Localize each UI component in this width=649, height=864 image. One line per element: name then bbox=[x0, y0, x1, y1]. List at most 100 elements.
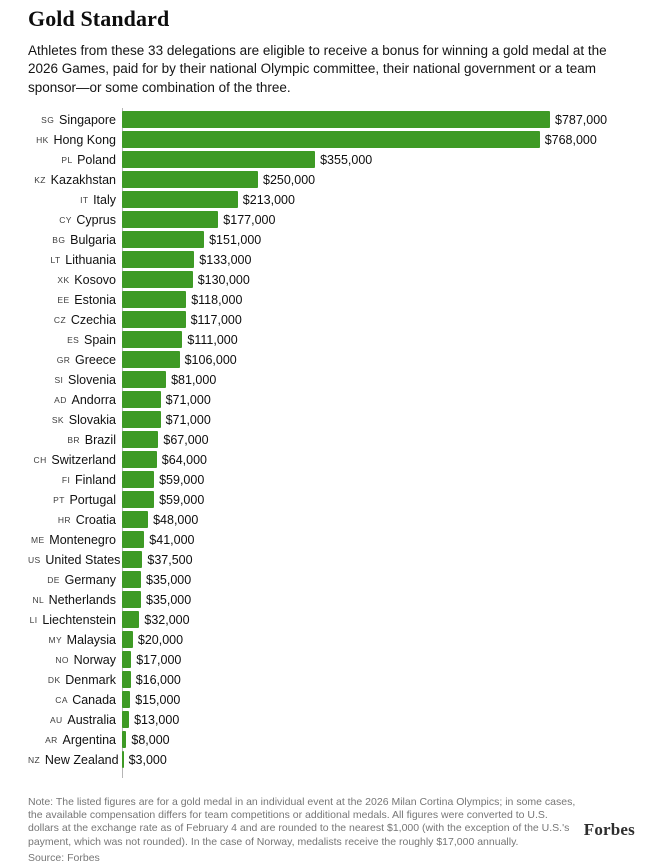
country-code: PT bbox=[53, 494, 68, 505]
country-name: Andorra bbox=[71, 392, 116, 407]
country-name: Spain bbox=[84, 332, 116, 347]
bar-row: HR Croatia $48,000 bbox=[28, 510, 621, 530]
country-name: Czechia bbox=[70, 312, 116, 327]
value-bar[interactable] bbox=[122, 651, 132, 669]
value-bar[interactable] bbox=[122, 571, 141, 589]
value-label: $787,000 bbox=[555, 112, 608, 127]
value-bar[interactable] bbox=[122, 731, 127, 749]
country-name: Kosovo bbox=[74, 272, 116, 287]
country-code: HR bbox=[57, 514, 74, 525]
country-label: MY Malaysia bbox=[28, 633, 122, 647]
value-bar[interactable] bbox=[122, 331, 183, 349]
value-bar[interactable] bbox=[122, 451, 157, 469]
value-bar[interactable] bbox=[122, 211, 219, 229]
country-name: Bulgaria bbox=[70, 232, 116, 247]
bar-row: ME Montenegro $41,000 bbox=[28, 530, 621, 550]
value-bar[interactable] bbox=[122, 191, 238, 209]
value-bar[interactable] bbox=[122, 671, 131, 689]
bar-row: PL Poland $355,000 bbox=[28, 150, 621, 170]
country-label: SI Slovenia bbox=[28, 373, 122, 387]
value-bar[interactable] bbox=[122, 291, 187, 309]
value-bar[interactable] bbox=[122, 591, 141, 609]
country-name: Switzerland bbox=[51, 452, 116, 467]
country-code: EE bbox=[57, 294, 73, 305]
value-bar[interactable] bbox=[122, 471, 155, 489]
country-label: BR Brazil bbox=[28, 433, 122, 447]
value-bar[interactable] bbox=[122, 631, 133, 649]
value-bar[interactable] bbox=[122, 491, 155, 509]
value-bar[interactable] bbox=[122, 511, 149, 529]
country-label: ES Spain bbox=[28, 333, 122, 347]
value-bar[interactable] bbox=[122, 151, 316, 169]
value-bar[interactable] bbox=[122, 551, 143, 569]
value-bar[interactable] bbox=[122, 371, 167, 389]
country-label: AU Australia bbox=[28, 713, 122, 727]
country-label: SG Singapore bbox=[28, 113, 122, 127]
value-label: $130,000 bbox=[197, 272, 250, 287]
value-bar[interactable] bbox=[122, 171, 258, 189]
value-bar[interactable] bbox=[122, 131, 540, 149]
value-label: $35,000 bbox=[146, 592, 192, 607]
value-bar[interactable] bbox=[122, 611, 140, 629]
country-code: KZ bbox=[34, 174, 49, 185]
country-name: Slovakia bbox=[68, 412, 116, 427]
source-credit: Source: Forbes bbox=[28, 851, 100, 864]
value-bar[interactable] bbox=[122, 711, 130, 729]
value-bar[interactable] bbox=[122, 271, 193, 289]
value-label: $8,000 bbox=[131, 732, 170, 747]
value-bar[interactable] bbox=[122, 751, 124, 769]
country-code: CZ bbox=[53, 314, 69, 325]
country-code: XK bbox=[57, 274, 73, 285]
country-label: PL Poland bbox=[28, 153, 122, 167]
country-name: Australia bbox=[67, 712, 116, 727]
value-bar[interactable] bbox=[122, 351, 180, 369]
value-label: $20,000 bbox=[137, 632, 184, 647]
country-code: CY bbox=[59, 214, 75, 225]
bar-row: PT Portugal $59,000 bbox=[28, 490, 621, 510]
bar-row: NO Norway $17,000 bbox=[28, 650, 621, 670]
country-name: Greece bbox=[75, 352, 116, 367]
country-code: NO bbox=[55, 654, 72, 665]
bar-row: FI Finland $59,000 bbox=[28, 470, 621, 490]
value-label: $106,000 bbox=[184, 352, 237, 367]
country-name: Liechtenstein bbox=[42, 612, 116, 627]
country-label: PT Portugal bbox=[28, 493, 122, 507]
country-code: SG bbox=[41, 114, 57, 125]
bar-row: LI Liechtenstein $32,000 bbox=[28, 610, 621, 630]
value-bar[interactable] bbox=[122, 411, 161, 429]
country-name: Singapore bbox=[59, 112, 116, 127]
country-name: Croatia bbox=[75, 512, 116, 527]
value-bar[interactable] bbox=[122, 431, 159, 449]
value-bar[interactable] bbox=[122, 391, 161, 409]
value-bar[interactable] bbox=[122, 231, 205, 249]
bar-row: CY Cyprus $177,000 bbox=[28, 210, 621, 230]
value-label: $13,000 bbox=[134, 712, 180, 727]
value-bar[interactable] bbox=[122, 251, 195, 269]
bar-row: GR Greece $106,000 bbox=[28, 350, 621, 370]
bar-row: XK Kosovo $130,000 bbox=[28, 270, 621, 290]
country-name: Italy bbox=[93, 192, 116, 207]
country-label: IT Italy bbox=[28, 193, 122, 207]
country-name: Argentina bbox=[62, 732, 116, 747]
value-label: $3,000 bbox=[128, 752, 167, 767]
bar-chart: SG Singapore $787,000 HK Hong Kong $768,… bbox=[28, 107, 621, 778]
value-bar[interactable] bbox=[122, 111, 550, 129]
country-label: NL Netherlands bbox=[28, 593, 122, 607]
country-name: Poland bbox=[77, 152, 116, 167]
value-label: $118,000 bbox=[191, 292, 243, 307]
value-label: $64,000 bbox=[161, 452, 207, 467]
country-label: CY Cyprus bbox=[28, 213, 122, 227]
value-bar[interactable] bbox=[122, 311, 186, 329]
country-label: CZ Czechia bbox=[28, 313, 122, 327]
value-bar[interactable] bbox=[122, 531, 145, 549]
country-name: Kazakhstan bbox=[50, 172, 116, 187]
value-label: $48,000 bbox=[153, 512, 199, 527]
bar-row: SI Slovenia $81,000 bbox=[28, 370, 621, 390]
country-name: Canada bbox=[72, 692, 116, 707]
value-bar[interactable] bbox=[122, 691, 131, 709]
country-name: Netherlands bbox=[48, 592, 116, 607]
country-label: FI Finland bbox=[28, 473, 122, 487]
value-label: $81,000 bbox=[171, 372, 217, 387]
bar-row: DK Denmark $16,000 bbox=[28, 670, 621, 690]
